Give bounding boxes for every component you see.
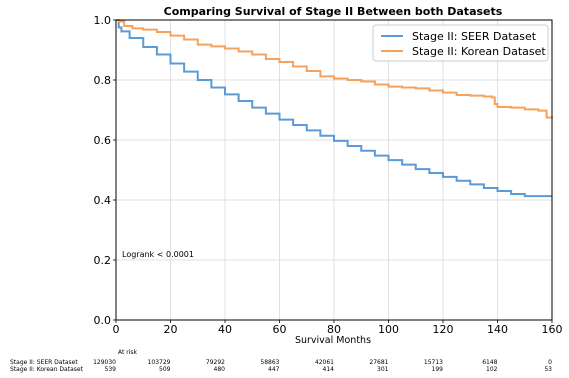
at-risk-value: 199 xyxy=(432,366,444,373)
at-risk-value: 103729 xyxy=(148,359,171,366)
at-risk-header: At risk xyxy=(118,349,138,356)
x-axis-label: Survival Months xyxy=(295,335,371,346)
at-risk-value: 102 xyxy=(486,366,498,373)
at-risk-value: 0 xyxy=(548,359,552,366)
at-risk-value: 6148 xyxy=(482,359,497,366)
legend: Stage II: SEER Dataset Stage II: Korean D… xyxy=(372,24,549,62)
chart-title: Comparing Survival of Stage II Between b… xyxy=(164,5,503,18)
x-tick-label: 160 xyxy=(542,323,563,336)
at-risk-value: 539 xyxy=(105,366,117,373)
at-risk-value: 480 xyxy=(214,366,226,373)
at-risk-value: 509 xyxy=(159,366,171,373)
axis-ticks: 0 20 40 60 80 100 120 140 160 0.0 0.2 0.4 0.6 0.8 1.0 xyxy=(94,14,563,336)
legend-entry-label: Stage II: SEER Dataset xyxy=(412,30,537,43)
y-tick-label: 0.4 xyxy=(94,194,112,207)
at-risk-value: 129030 xyxy=(93,359,116,366)
x-tick-label: 0 xyxy=(113,323,120,336)
at-risk-value: 414 xyxy=(323,366,335,373)
grid-lines xyxy=(115,19,553,321)
at-risk-value: 58863 xyxy=(260,359,279,366)
at-risk-value: 447 xyxy=(268,366,280,373)
at-risk-row-label: Stage II: SEER Dataset xyxy=(10,359,78,366)
y-tick-label: 1.0 xyxy=(94,14,112,27)
series-lines xyxy=(116,19,553,198)
x-tick-label: 20 xyxy=(164,323,178,336)
x-tick-label: 100 xyxy=(378,323,399,336)
at-risk-value: 27681 xyxy=(369,359,388,366)
at-risk-value: 53 xyxy=(544,366,552,373)
at-risk-value: 15713 xyxy=(424,359,443,366)
x-tick-label: 140 xyxy=(487,323,508,336)
y-tick-label: 0.0 xyxy=(94,314,112,327)
x-tick-label: 40 xyxy=(218,323,232,336)
legend-entry-label: Stage II: Korean Dataset xyxy=(412,45,546,58)
x-tick-label: 80 xyxy=(327,323,341,336)
y-tick-label: 0.2 xyxy=(94,254,112,267)
y-tick-label: 0.8 xyxy=(94,74,112,87)
legend-box xyxy=(372,24,549,62)
logrank-annotation: Logrank < 0.0001 xyxy=(122,250,194,259)
series-line-seer xyxy=(116,19,552,198)
at-risk-value: 79292 xyxy=(206,359,225,366)
y-tick-label: 0.6 xyxy=(94,134,112,147)
x-tick-label: 120 xyxy=(433,323,454,336)
at-risk-value: 42061 xyxy=(315,359,334,366)
x-tick-label: 60 xyxy=(273,323,287,336)
at-risk-table: At risk Stage II: SEER Dataset 129030 1037… xyxy=(10,349,552,373)
at-risk-value: 301 xyxy=(377,366,389,373)
at-risk-row-label: Stage II: Korean Dataset xyxy=(10,366,84,373)
series-line-korean xyxy=(116,19,553,119)
